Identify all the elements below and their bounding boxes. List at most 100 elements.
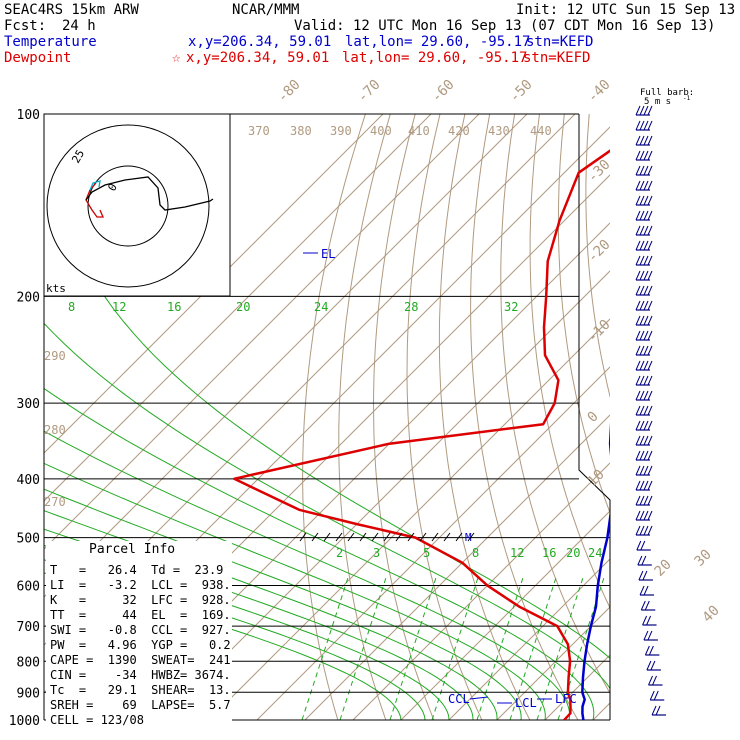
parcel-row: CELL = 123/08 — [50, 713, 144, 727]
wind-barb-flag — [639, 210, 645, 221]
wind-barb-flag — [643, 525, 649, 536]
lcl-marker: LCL — [515, 696, 537, 710]
wind-barb-flag — [635, 435, 641, 446]
wind-barb-flag — [647, 465, 653, 476]
hatch-mark — [431, 532, 439, 542]
wind-barb-flag — [647, 375, 653, 386]
init-time: Init: 12 UTC Sun 15 Sep 13 — [516, 2, 736, 18]
hatch-mark — [359, 532, 367, 542]
wind-barb-flag — [639, 345, 645, 356]
isotherm-line — [44, 114, 480, 550]
wind-barb-flag — [647, 525, 653, 536]
wind-barb-flag — [647, 210, 653, 221]
el-marker: EL — [321, 247, 335, 261]
wind-barb-flag — [643, 270, 649, 281]
wind-barb-flag — [639, 435, 645, 446]
theta-label: 280 — [44, 423, 66, 437]
wind-barb-flag — [643, 495, 649, 506]
isotherm-label: 10 — [585, 467, 608, 490]
wind-barb-flag — [643, 315, 649, 326]
wind-barb-flag — [643, 450, 649, 461]
isotherm-label: -80 — [275, 77, 304, 106]
wind-barb-flag — [643, 240, 649, 251]
wind-barb-flag — [642, 615, 648, 626]
wind-barb-flag — [639, 270, 645, 281]
ccl-marker: CCL — [448, 692, 470, 706]
wind-barb-flag — [647, 135, 653, 146]
mixing-ratio-line — [389, 577, 437, 720]
wind-barb-flag — [639, 465, 645, 476]
wind-barb-flag — [644, 645, 650, 656]
dry-adiabat-line — [639, 114, 740, 720]
isotherm-line — [496, 606, 610, 720]
isotherm-line — [641, 114, 740, 720]
mixing-ratio-label: 16 — [542, 546, 556, 560]
isotherm-label: -30 — [585, 157, 614, 186]
wind-barb-flag — [643, 360, 649, 371]
wind-barb-flag — [637, 555, 643, 566]
wind-caption-line1: Full barb: — [640, 88, 694, 98]
isotherm-line — [352, 462, 610, 720]
m-marker: M — [465, 531, 472, 544]
isotherm-line — [44, 114, 384, 454]
dry-adiabat-line — [529, 114, 610, 610]
wind-barb-flag — [639, 375, 645, 386]
hatch-mark — [299, 532, 307, 542]
isotherm-label: 0 — [585, 409, 602, 426]
dry-adiabat-line — [470, 114, 579, 720]
theta-label: 290 — [44, 349, 66, 363]
wind-barb-flag — [646, 615, 652, 626]
hatch-mark — [443, 532, 451, 542]
hatch-mark — [347, 532, 355, 542]
wind-barb-flag — [647, 105, 653, 116]
wind-barb-flag — [647, 360, 653, 371]
isotherm-label: 20 — [652, 557, 675, 580]
temperature-stn: stn=KEFD — [526, 34, 594, 50]
wind-caption-superscript: -1 — [683, 95, 691, 102]
hodograph-mid-trace — [89, 180, 101, 191]
wind-barb-flag — [643, 180, 649, 191]
pressure-tick-label: 400 — [17, 473, 40, 488]
wind-barb-flag — [643, 210, 649, 221]
hatch-mark — [455, 532, 463, 542]
isotherm-line — [44, 114, 528, 598]
wind-barb-flag — [635, 165, 641, 176]
wind-barb-flag — [643, 165, 649, 176]
mixing-ratio-label: 8 — [68, 300, 75, 314]
theta-label: 370 — [248, 124, 270, 138]
wind-barb-flag — [635, 180, 641, 191]
wind-barb-flag — [635, 135, 641, 146]
wind-barb-flag — [643, 405, 649, 416]
mixing-ratio-line — [339, 577, 387, 720]
isotherm-line — [448, 558, 610, 720]
wind-barb-flag — [639, 120, 645, 131]
wind-barb-flag — [635, 495, 641, 506]
mixing-ratio-line — [476, 577, 524, 720]
parcel-row: Tc = 29.1 SHEAR= 13. — [50, 683, 231, 697]
wind-barb-flag — [647, 165, 653, 176]
theta-label: 410 — [408, 124, 430, 138]
isotherm-label: -50 — [507, 77, 536, 106]
pressure-tick-label: 100 — [17, 108, 40, 123]
wind-barb-flag — [643, 120, 649, 131]
wind-barb-flag — [643, 630, 649, 641]
wind-barb-flag — [635, 240, 641, 251]
mixing-ratio-line — [509, 577, 557, 720]
dry-adiabat-line — [664, 114, 740, 720]
wind-barb-flag — [643, 285, 649, 296]
wind-barb-flag — [635, 375, 641, 386]
dewpoint-xy: x,y=206.34, 59.01 — [186, 50, 330, 66]
valid-time: Valid: 12 UTC Mon 16 Sep 13 (07 CDT Mon … — [294, 18, 716, 34]
wind-barb-flag — [639, 165, 645, 176]
wind-barb-flag — [643, 510, 649, 521]
wind-barb-flag — [639, 255, 645, 266]
parcel-row: TT = 44 EL = 169. — [50, 608, 231, 622]
wind-barb-flag — [639, 510, 645, 521]
wind-barb-flag — [639, 135, 645, 146]
wind-barb-flag — [647, 630, 653, 641]
wind-barb-flag — [635, 150, 641, 161]
wind-barb-flag — [655, 705, 661, 716]
wind-barb-flag — [647, 285, 653, 296]
wind-barb-flag — [647, 300, 653, 311]
